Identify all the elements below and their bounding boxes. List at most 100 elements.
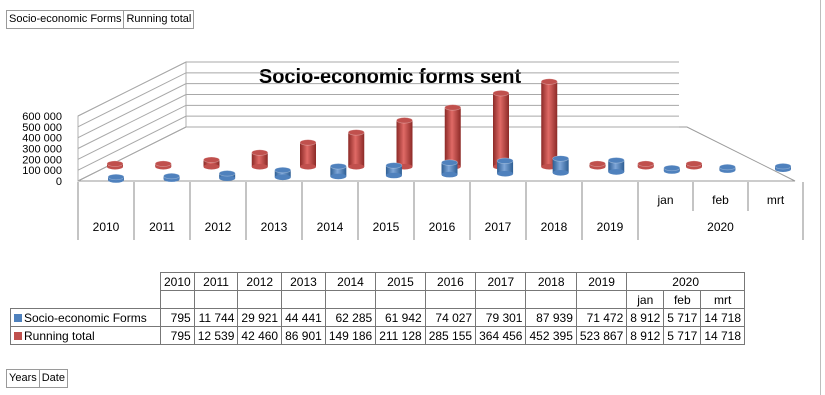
bar-running-total (637, 160, 655, 170)
bar-socio-economic-forms (385, 162, 403, 179)
data-label: 12 539 (193, 326, 239, 345)
bar-running-total-top (637, 160, 655, 167)
bar-socio-economic-forms-body (441, 162, 458, 175)
table-header-year: 2010 (160, 272, 195, 291)
legend-key (14, 331, 22, 340)
field-button-forms[interactable]: Socio-economic Forms (6, 10, 125, 29)
field-buttons-top[interactable]: Socio-economic Forms Running total (6, 10, 195, 29)
chart-floor (77, 126, 796, 182)
gridline (77, 94, 679, 149)
legend-label: Running total (24, 328, 95, 343)
bar-running-total (540, 78, 558, 170)
bar-running-total-base (348, 163, 365, 170)
field-button-running-total[interactable]: Running total (124, 10, 195, 29)
bar-running-total-top (589, 160, 606, 167)
x-tick-label-month: mrt (767, 193, 785, 207)
gridline (77, 61, 679, 117)
bar-socio-economic-forms-top (774, 163, 792, 170)
table-header-year: 2017 (475, 272, 527, 291)
bar-socio-economic-forms-top (274, 166, 292, 174)
data-label: 74 027 (424, 308, 477, 327)
bar-socio-economic-forms-base (274, 174, 291, 181)
y-tick-label: 400 000 (22, 133, 62, 145)
data-label: 71 472 (575, 308, 628, 327)
x-tick-label-year: 2015 (373, 220, 400, 234)
x-tick-label-year: 2017 (485, 220, 512, 234)
gridline (77, 115, 679, 171)
gridline (77, 104, 679, 160)
data-label: 364 456 (475, 326, 527, 345)
bar-running-total-base (203, 163, 220, 170)
table-header-year: 2016 (424, 272, 477, 291)
gridline (77, 72, 679, 128)
table-row: Running total 795 12 539 42 460 86 901 149 18… (10, 326, 746, 345)
table-header-month: jan (626, 290, 665, 309)
y-tick-label: 100 000 (22, 165, 62, 177)
bar-socio-economic-forms (663, 164, 681, 174)
bar-running-total (396, 117, 413, 170)
bar-socio-economic-forms-top (663, 164, 681, 172)
table-header-year: 2011 (193, 272, 239, 291)
bar-running-total (299, 139, 317, 170)
field-button-date[interactable]: Date (39, 369, 68, 388)
table-header-empty (424, 290, 477, 309)
y-tick-label: 0 (56, 176, 62, 188)
bar-running-total (492, 90, 510, 170)
data-label: 79 301 (475, 308, 527, 327)
bar-socio-economic-forms-top (719, 163, 736, 171)
legend-entry: Socio-economic Forms (10, 308, 161, 327)
table-header-month: feb (663, 290, 702, 309)
bar-running-total (347, 129, 365, 170)
bar-socio-economic-forms (107, 173, 125, 183)
bar-socio-economic-forms (552, 155, 570, 176)
bar-socio-economic-forms-body (330, 166, 347, 177)
data-label: 211 128 (375, 326, 426, 345)
bar-socio-economic-forms-top (163, 172, 180, 180)
bar-running-total-base (251, 163, 268, 170)
table-header-month: mrt (700, 290, 746, 309)
table-header-empty (525, 290, 577, 309)
table-corner (11, 273, 161, 291)
bar-socio-economic-forms (774, 163, 792, 172)
bar-socio-economic-forms (274, 166, 292, 181)
data-label: 149 186 (324, 326, 377, 345)
table-header-row: jan feb mrt (11, 290, 746, 309)
x-tick-label-year: 2018 (541, 220, 568, 234)
data-label: 42 460 (237, 326, 283, 345)
x-tick-label-year: 2013 (261, 220, 288, 234)
bar-socio-economic-forms-body (497, 160, 514, 174)
bar-running-total-top (106, 160, 124, 167)
table-header-empty (160, 290, 195, 309)
data-label: 523 867 (575, 326, 628, 345)
bar-running-total-top (685, 160, 703, 167)
bar-running-total-base (300, 163, 316, 170)
bar-socio-economic-forms-body (274, 170, 291, 178)
bar-socio-economic-forms-base (608, 169, 625, 175)
bar-running-total-body (203, 159, 220, 167)
data-table: 2010 2011 2012 2013 2014 2015 2016 2017 2018 2019… (10, 272, 746, 345)
field-buttons-bottom[interactable]: Years Date (6, 369, 68, 388)
bar-socio-economic-forms-base (552, 170, 569, 176)
bar-running-total-top (492, 90, 510, 97)
bar-socio-economic-forms-base (441, 171, 458, 178)
table-header-empty (237, 290, 283, 309)
table-header-empty (475, 290, 527, 309)
x-tick-label-year: 2020 (707, 220, 734, 234)
table-header-row: 2010 2011 2012 2013 2014 2015 2016 2017 2018 2019… (11, 272, 746, 291)
y-tick-label: 200 000 (22, 154, 62, 166)
data-label: 8 912 (626, 308, 665, 327)
bar-running-total-body (348, 132, 365, 167)
bar-socio-economic-forms-body (552, 158, 569, 173)
bar-socio-economic-forms (163, 172, 180, 182)
legend-entry: Running total (10, 326, 161, 345)
field-button-years[interactable]: Years (6, 369, 40, 388)
x-tick-label-month: feb (712, 193, 729, 207)
y-tick-label: 300 000 (22, 144, 62, 156)
data-label: 11 744 (193, 308, 239, 327)
data-label: 29 921 (237, 308, 283, 327)
bar-running-total (154, 160, 172, 170)
table-header-year: 2014 (324, 272, 377, 291)
bar-socio-economic-forms (441, 159, 458, 178)
bar-socio-economic-forms-top (329, 163, 347, 170)
